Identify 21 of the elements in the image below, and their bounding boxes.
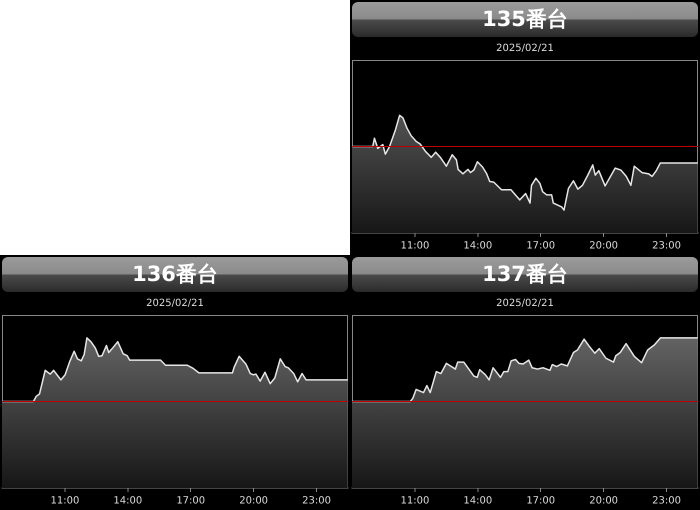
chart-subtitle: 2025/02/21	[495, 298, 555, 309]
x-tick-label: 11:00	[50, 496, 80, 507]
x-tick-label: 17:00	[176, 496, 206, 507]
chart-subtitle: 2025/02/21	[145, 298, 205, 309]
x-tick-label: 23:00	[652, 496, 681, 507]
x-tick-label: 11:00	[400, 496, 430, 507]
x-tick-label: 20:00	[589, 240, 618, 252]
x-tick-label: 17:00	[526, 496, 556, 507]
x-tick-label: 23:00	[652, 240, 681, 252]
x-tick-label: 20:00	[589, 496, 618, 507]
chart-subtitle: 2025/02/21	[495, 43, 555, 54]
chart-title: 136番台	[2, 257, 348, 292]
chart-title: 135番台	[352, 2, 698, 37]
x-tick-label: 14:00	[463, 496, 492, 507]
x-tick-label: 17:00	[526, 240, 556, 252]
x-tick-label: 14:00	[463, 240, 492, 252]
x-tick-label: 14:00	[113, 496, 142, 507]
chart-title: 137番台	[352, 257, 698, 292]
x-tick-label: 11:00	[400, 240, 430, 252]
x-tick-label: 23:00	[302, 496, 331, 507]
x-tick-label: 20:00	[239, 496, 268, 507]
